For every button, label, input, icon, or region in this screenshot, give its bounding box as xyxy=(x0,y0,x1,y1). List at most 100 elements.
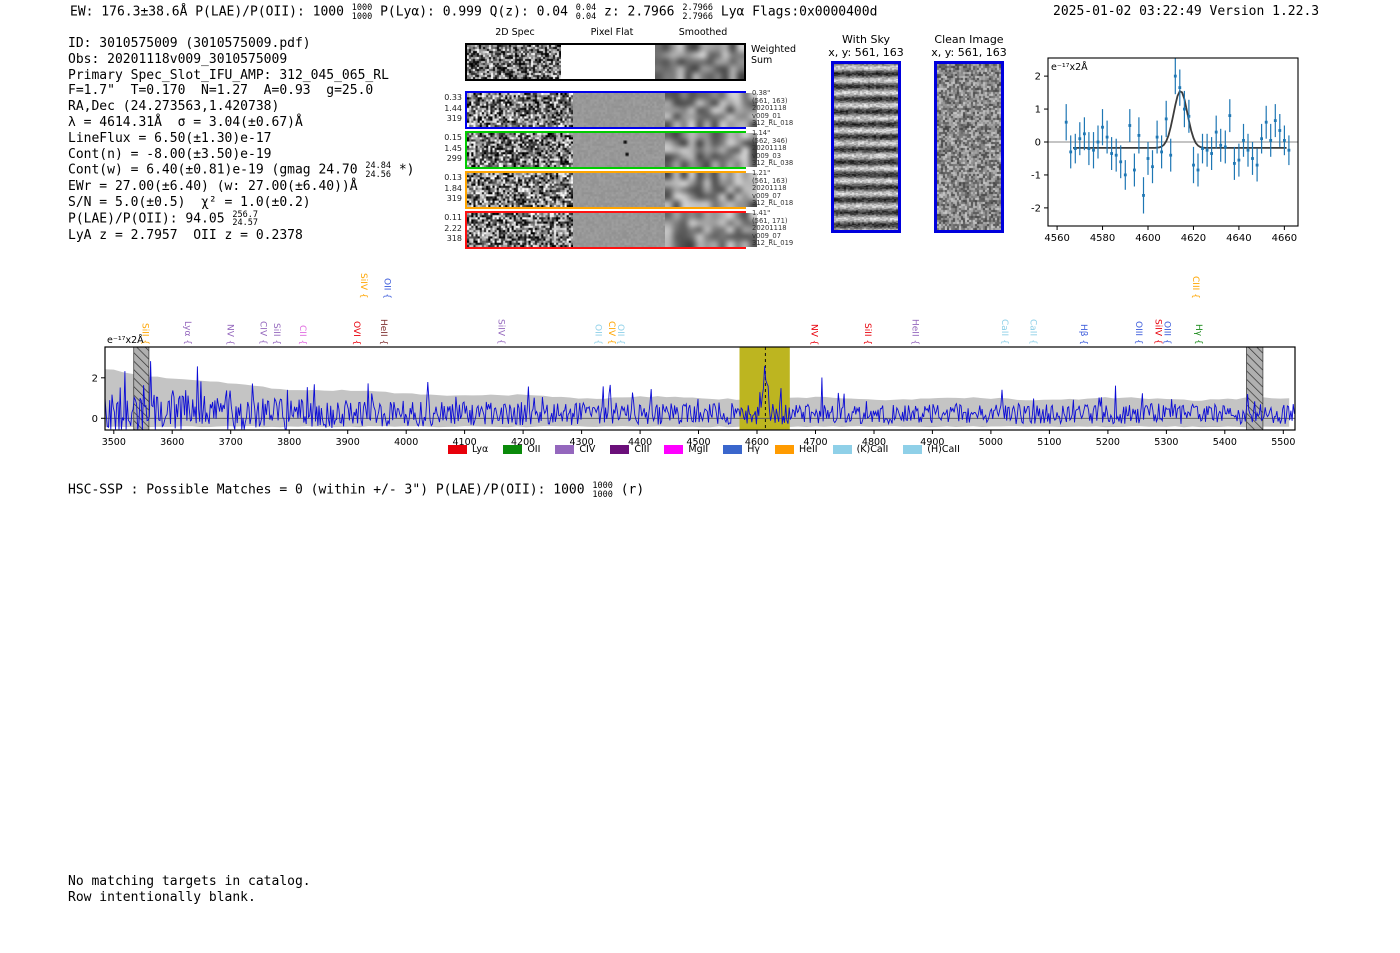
svg-text:5200: 5200 xyxy=(1096,437,1120,448)
spec2d-row-image xyxy=(573,213,665,247)
svg-text:5500: 5500 xyxy=(1271,437,1295,448)
footer-line-2: Row intentionally blank. xyxy=(68,889,256,905)
spec2d-row-left-labels: 0.33 1.44 319 xyxy=(444,93,462,123)
emission-line-label-NV: NV { xyxy=(224,323,235,345)
emission-line-label-CII: CII { xyxy=(297,324,308,345)
info-line: Cont(w) = 6.40(±0.81)e-19 (gmag 24.70 24… xyxy=(68,161,415,180)
stacked-fraction: 1000 1000 xyxy=(351,3,373,22)
legend-item-Lyα: Lyα xyxy=(448,444,488,455)
legend-swatch xyxy=(448,445,467,454)
spec2d-row-image xyxy=(467,133,574,167)
spec2d-row-image xyxy=(467,93,574,127)
emission-line-label-OVI: OVI { xyxy=(351,320,361,345)
emission-line-label-OIII: OIII { xyxy=(1161,321,1172,345)
svg-text:5300: 5300 xyxy=(1154,437,1178,448)
legend-item-CIII: CIII xyxy=(610,444,649,455)
stacked-fraction: 1000 1000 xyxy=(592,481,613,500)
svg-text:4400: 4400 xyxy=(628,437,652,448)
cutout-panels: Fiber PositionsNE-4-4-2-2002244arcsecsLi… xyxy=(0,510,1400,740)
emission-line-label-NV: NV { xyxy=(808,323,819,345)
spec2d-row-2 xyxy=(465,131,758,169)
svg-text:4000: 4000 xyxy=(394,437,418,448)
emission-line-label-CaII: CaII { xyxy=(1027,319,1038,345)
svg-text:5000: 5000 xyxy=(979,437,1003,448)
weighted-smoothed-image xyxy=(655,45,744,79)
spectrum-legend: Lyα OII CIV CIII MgII Hγ HeII (K)CaII (H)CaII xyxy=(448,444,960,455)
legend-swatch xyxy=(555,445,575,454)
emission-line-label-CaII: CaII { xyxy=(999,319,1009,345)
legend-item-OII: OII xyxy=(503,444,540,455)
svg-text:4580: 4580 xyxy=(1090,233,1115,244)
with-sky-title: With Sky x, y: 561, 163 xyxy=(828,33,904,59)
svg-text:0: 0 xyxy=(92,414,98,425)
spec2d-row-image xyxy=(664,213,758,247)
legend-item-CIV: CIV xyxy=(555,444,595,455)
spec2d-row-image xyxy=(573,133,665,167)
info-line: Cont(n) = -8.00(±3.50)e-19 xyxy=(68,146,272,162)
clean-image-canvas xyxy=(937,64,1001,230)
svg-text:4600: 4600 xyxy=(745,437,769,448)
emission-line-label-CIV: CIV { xyxy=(606,321,616,345)
spec2d-row-left-labels: 0.15 1.45 299 xyxy=(444,133,462,163)
svg-text:2: 2 xyxy=(92,373,98,384)
emission-line-label-SiIV: SiIV { xyxy=(495,319,506,345)
svg-text:4700: 4700 xyxy=(803,437,827,448)
svg-text:4200: 4200 xyxy=(511,437,535,448)
legend-swatch xyxy=(723,445,743,454)
info-line: LyA z = 2.7957 OII z = 0.2378 xyxy=(68,227,303,243)
legend-swatch xyxy=(903,445,923,454)
svg-text:e⁻¹⁷x2Å: e⁻¹⁷x2Å xyxy=(1051,61,1088,73)
spec2d-row-right-labels: 0.38" (561, 163) 20201118 v009_01 312_RL_018 xyxy=(752,89,794,128)
info-line: P(LAE)/P(OII): 94.05 256.7 24.57 xyxy=(68,209,258,229)
spec2d-row-4 xyxy=(465,211,758,249)
info-line: S/N = 5.0(±0.5) χ² = 1.0(±0.2) xyxy=(68,195,311,211)
svg-text:4600: 4600 xyxy=(1135,233,1160,244)
spec2d-row-image xyxy=(573,173,665,207)
legend-item-MgII: MgII xyxy=(664,444,708,455)
spec2d-row-left-labels: 0.11 2.22 318 xyxy=(444,213,462,243)
svg-text:3500: 3500 xyxy=(102,437,126,448)
emission-line-label-CIII: CIII { xyxy=(1190,276,1201,299)
weighted-sum-row xyxy=(465,43,746,81)
emission-line-label-CIV: CIV { xyxy=(257,321,268,345)
info-line: RA,Dec (24.273563,1.420738) xyxy=(68,99,280,115)
svg-text:3800: 3800 xyxy=(277,437,301,448)
stacked-fraction: 24.84 24.56 xyxy=(365,161,392,180)
info-line: F=1.7" T=0.170 N=1.27 A=0.93 g=25.0 xyxy=(68,83,374,99)
full-spectrum-plot: 3500 3600 3700 3800 3900 4000 4100 4200 4300 4400… xyxy=(92,334,1296,448)
legend-item-Hγ: Hγ xyxy=(723,444,760,455)
weighted-2dspec-image xyxy=(467,45,561,79)
header-timestamp-version: 2025-01-02 03:22:49 Version 1.22.3 xyxy=(1053,4,1320,19)
detection-info-block: ID: 3010575009 (3010575009.pdf) Obs: 2020… xyxy=(68,36,415,244)
svg-text:3600: 3600 xyxy=(160,437,184,448)
svg-text:4660: 4660 xyxy=(1272,233,1297,244)
svg-text:5100: 5100 xyxy=(1037,437,1061,448)
footer-line-1: No matching targets in catalog. xyxy=(68,874,311,889)
info-line: Obs: 20201118v009_3010575009 xyxy=(68,51,288,67)
emission-line-label-OII: OII { xyxy=(381,278,392,299)
emission-line-label-Hγ: Hγ { xyxy=(1193,324,1204,345)
svg-text:2: 2 xyxy=(1035,72,1041,83)
line-fit-inset-plot: -2 -1 0 1 2 4560 4580 4600 4620 4640 4660 e⁻¹⁷x2Å xyxy=(1031,57,1299,244)
legend-swatch xyxy=(832,445,852,454)
svg-text:4560: 4560 xyxy=(1044,233,1069,244)
col-header-2dspec: 2D Spec xyxy=(495,27,535,38)
clean-image-title: Clean Image x, y: 561, 163 xyxy=(931,33,1007,59)
svg-text:4300: 4300 xyxy=(570,437,594,448)
info-line: Primary Spec_Slot_IFU_AMP: 312_045_065_R… xyxy=(68,67,389,83)
spec2d-row-image xyxy=(573,93,665,127)
svg-text:0: 0 xyxy=(1035,138,1041,149)
info-line: ID: 3010575009 (3010575009.pdf) xyxy=(68,36,311,51)
emission-line-label-HeII: HeII { xyxy=(909,318,920,345)
svg-text:4640: 4640 xyxy=(1226,233,1251,244)
emission-line-label-SiII: SiII { xyxy=(139,322,150,345)
with-sky-image xyxy=(831,61,901,233)
svg-text:3700: 3700 xyxy=(219,437,243,448)
hsc-ssp-matches-line: HSC-SSP : Possible Matches = 0 (within +… xyxy=(68,481,645,500)
legend-swatch xyxy=(503,445,523,454)
emission-line-label-SiII: SiII { xyxy=(862,322,873,345)
svg-text:3900: 3900 xyxy=(336,437,360,448)
svg-text:4900: 4900 xyxy=(920,437,944,448)
spec2d-row-image xyxy=(467,213,574,247)
